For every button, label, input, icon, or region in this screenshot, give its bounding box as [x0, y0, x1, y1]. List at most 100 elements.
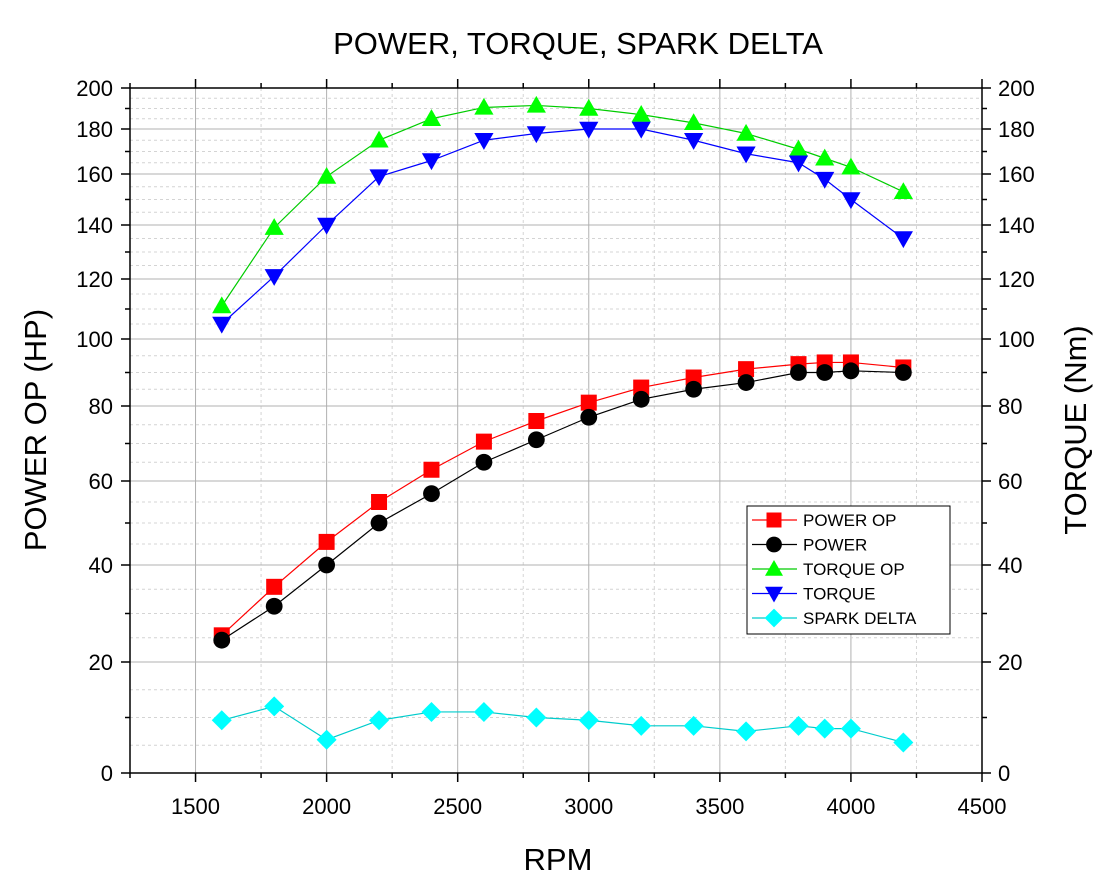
y-tick-label-right: 80	[998, 394, 1022, 419]
data-point-torque	[893, 231, 913, 249]
data-point-power	[370, 514, 388, 532]
y-tick-label-left: 80	[89, 394, 113, 419]
data-point-torque-op	[264, 218, 284, 235]
legend-marker-power-op	[766, 512, 782, 528]
data-point-torque-op	[815, 148, 835, 166]
y-tick-label-left: 20	[89, 650, 113, 675]
y-tick-label-right: 20	[998, 650, 1022, 675]
y-axis-title-left: POWER OP (HP)	[18, 309, 53, 551]
data-point-torque-op	[788, 139, 809, 157]
data-point-power-op	[318, 533, 335, 550]
data-point-spark-delta	[316, 729, 337, 750]
data-point-power-op	[738, 361, 755, 378]
data-point-torque-op	[369, 130, 389, 148]
data-point-power-op	[528, 413, 545, 429]
data-point-power	[213, 631, 231, 649]
plot-frame	[129, 87, 983, 774]
data-point-torque-op	[421, 109, 442, 126]
data-point-spark-delta	[264, 696, 285, 717]
data-point-spark-delta	[473, 701, 494, 722]
data-point-power-op	[580, 394, 597, 411]
data-point-power	[423, 485, 440, 502]
data-point-torque	[788, 155, 809, 173]
x-tick-label: 4000	[826, 794, 875, 819]
data-point-torque	[212, 316, 232, 334]
legend-label-torque-op: TORQUE OP	[803, 560, 905, 579]
legend: POWER OP POWER TORQUE OP TORQUE SPARK DELTA	[746, 505, 951, 635]
data-point-power	[318, 556, 336, 574]
data-point-power	[737, 374, 755, 391]
y-tick-label-left: 100	[76, 327, 113, 352]
legend-marker-torque	[765, 586, 783, 603]
data-point-power-op	[633, 379, 650, 396]
legend-label-torque: TORQUE	[803, 585, 875, 604]
y-tick-label-left: 140	[76, 213, 113, 238]
y-tick-label-right: 40	[998, 553, 1022, 578]
data-point-power	[790, 364, 807, 381]
data-point-torque	[841, 192, 861, 210]
data-point-torque-op	[474, 97, 494, 115]
data-point-power	[894, 364, 912, 381]
y-tick-label-right: 160	[998, 162, 1035, 187]
legend-marker-torque-op	[765, 560, 783, 576]
data-point-spark-delta	[578, 710, 599, 731]
y-tick-label-left: 180	[76, 117, 113, 142]
data-point-torque	[631, 121, 651, 139]
x-tick-label: 1500	[171, 794, 220, 819]
x-tick-label: 2500	[433, 794, 482, 819]
y-tick-label-left: 40	[89, 553, 113, 578]
data-point-spark-delta	[421, 701, 442, 722]
data-point-torque	[684, 133, 704, 150]
data-point-power	[580, 408, 598, 426]
data-point-power	[265, 597, 283, 615]
data-point-spark-delta	[683, 715, 704, 736]
data-point-spark-delta	[631, 715, 652, 736]
data-point-spark-delta	[736, 721, 757, 742]
data-point-spark-delta	[211, 710, 232, 731]
legend-label-spark-delta: SPARK DELTA	[803, 609, 917, 628]
series-torque	[212, 121, 913, 334]
data-point-power	[632, 390, 650, 408]
y-tick-label-left: 120	[76, 267, 113, 292]
data-point-spark-delta	[893, 732, 914, 753]
data-point-torque-op	[212, 296, 232, 314]
data-point-torque	[264, 269, 284, 286]
data-point-torque	[369, 169, 389, 187]
data-point-torque	[579, 121, 599, 139]
chart-title: POWER, TORQUE, SPARK DELTA	[333, 26, 823, 61]
data-point-torque	[736, 146, 756, 164]
data-point-torque	[815, 171, 835, 189]
data-point-torque	[474, 133, 494, 150]
data-point-torque	[421, 153, 442, 171]
y-tick-label-left: 60	[89, 469, 113, 494]
data-point-torque-op	[893, 182, 913, 200]
data-point-torque-op	[841, 157, 861, 175]
y-axis-title-right: TORQUE (Nm)	[1058, 325, 1093, 535]
data-point-spark-delta	[369, 710, 390, 731]
legend-marker-power	[766, 536, 782, 553]
data-point-power	[475, 453, 493, 471]
data-point-spark-delta	[526, 707, 547, 728]
legend-label-power-op: POWER OP	[803, 511, 897, 530]
data-point-torque	[317, 217, 337, 235]
data-point-power-op	[685, 369, 702, 386]
data-point-power	[685, 380, 703, 398]
y-tick-label-right: 0	[998, 761, 1010, 786]
data-point-spark-delta	[788, 715, 809, 736]
y-tick-label-left: 160	[76, 162, 113, 187]
y-tick-label-right: 60	[998, 469, 1022, 494]
data-point-power	[816, 364, 834, 381]
y-tick-label-left: 0	[101, 761, 113, 786]
data-point-torque	[526, 126, 546, 144]
data-point-power-op	[475, 433, 492, 450]
data-point-power	[527, 431, 545, 449]
data-point-torque-op	[631, 105, 651, 122]
x-tick-label: 3000	[564, 794, 613, 819]
series-power	[213, 362, 912, 649]
data-point-torque-op	[684, 113, 704, 131]
data-point-torque-op	[526, 95, 546, 113]
series	[211, 95, 914, 753]
y-tick-label-left: 200	[76, 76, 113, 101]
data-point-spark-delta	[840, 718, 861, 739]
data-point-torque-op	[736, 123, 756, 141]
